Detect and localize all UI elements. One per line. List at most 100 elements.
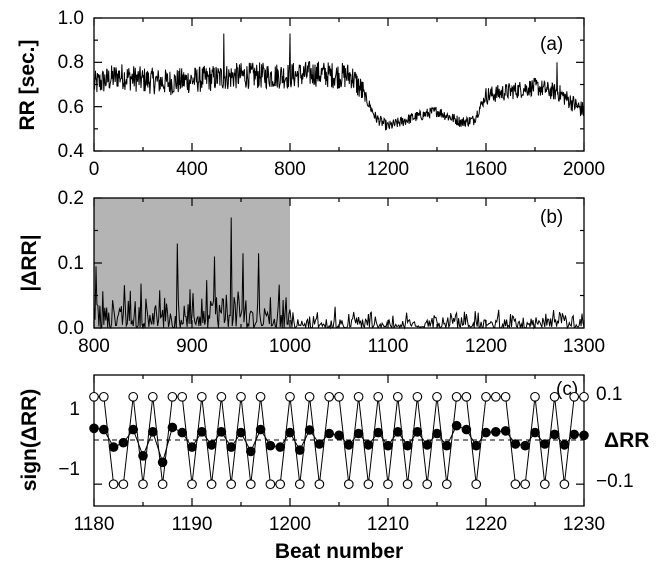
sign-open-circle-point [441, 479, 452, 490]
sign-open-circle-point [226, 479, 237, 490]
sign-open-circle-point [157, 479, 168, 490]
drr-filled-circle-point [177, 427, 187, 438]
sign-open-circle-point [324, 391, 335, 402]
sign-open-circle-point [285, 391, 295, 402]
panel-a-ytick-label: 0.4 [58, 141, 85, 162]
panel-a-label: (a) [540, 34, 563, 55]
panel-b-xtick-label: 1000 [269, 336, 311, 357]
sign-open-circle-point [520, 479, 531, 490]
panel-a-rr-series-line [93, 33, 585, 131]
sign-open-circle-point [549, 391, 560, 402]
drr-filled-circle-point [520, 440, 531, 451]
drr-filled-circle-point [569, 429, 580, 440]
drr-filled-circle-point [108, 442, 119, 452]
panel-c-ytick-label: 1 [69, 399, 80, 420]
sign-open-circle-point [236, 391, 246, 402]
drr-filled-circle-point [324, 428, 335, 439]
drr-filled-circle-point [383, 440, 393, 451]
panel-c: 1 −1 0.1 −0.1 1180 1190 1200 1210 1220 1… [18, 374, 649, 563]
panel-b-ticks [93, 197, 585, 329]
sign-open-circle-point [539, 479, 550, 490]
sign-open-circle-point [383, 479, 393, 490]
panel-b-xtick-label: 900 [176, 336, 208, 357]
sign-open-circle-point [392, 391, 403, 402]
drr-filled-circle-point [530, 427, 540, 438]
sign-open-circle-point [216, 391, 227, 402]
drr-filled-circle-point [99, 424, 109, 435]
sign-open-circle-point [304, 391, 315, 402]
sign-open-circle-point [481, 391, 491, 402]
panel-c-xlabel: Beat number [275, 540, 403, 563]
drr-filled-circle-point [393, 427, 403, 437]
drr-filled-circle-point [334, 430, 344, 441]
drr-filled-circle-point [422, 440, 433, 450]
drr-filled-circle-point [236, 427, 246, 438]
sign-open-circle-point [432, 391, 442, 402]
drr-filled-circle-point [226, 442, 236, 452]
panel-b-xtick-label: 800 [78, 336, 110, 357]
sign-open-circle-point [187, 479, 197, 490]
drr-filled-circle-point [559, 440, 570, 450]
drr-filled-circle-point [285, 427, 295, 438]
panel-a-xtick-label: 2000 [563, 159, 605, 180]
panel-a-xtick-label: 1200 [367, 159, 409, 180]
panel-a-ytick-label: 1.0 [58, 8, 84, 29]
sign-open-circle-point [500, 391, 511, 402]
drr-filled-circle-point [206, 440, 217, 450]
drr-filled-circle-point [167, 422, 178, 433]
drr-filled-circle-point [89, 423, 99, 434]
sign-open-circle-point [89, 391, 99, 402]
drr-filled-circle-point [148, 427, 158, 437]
drr-filled-circle-point [344, 440, 354, 450]
sign-open-circle-point [147, 391, 158, 402]
drr-filled-circle-point [197, 427, 207, 437]
sign-open-circle-point [461, 391, 472, 402]
panel-b-xtick-label: 1100 [368, 336, 409, 357]
sign-open-circle-point [353, 391, 364, 402]
panel-b-label: (b) [540, 207, 563, 228]
panel-b-ytick-label: 0.1 [58, 253, 84, 274]
panel-a-xtick-label: 800 [274, 159, 306, 180]
panel-b-xtick-label: 1200 [465, 336, 507, 357]
drr-filled-circle-point [255, 424, 266, 435]
panel-c-ylabel-right: ΔRR [604, 429, 649, 452]
panel-a-ylabel: RR [sec.] [16, 39, 39, 130]
drr-filled-circle-point [510, 439, 521, 449]
panel-b-ytick-label: 0.0 [58, 318, 84, 339]
drr-filled-circle-point [187, 442, 197, 452]
sign-open-circle-point [138, 479, 148, 490]
drr-filled-circle-point [246, 446, 256, 457]
drr-filled-circle-point [216, 427, 227, 437]
panel-a-ytick-label: 0.8 [58, 52, 84, 73]
panel-c-markers [89, 391, 589, 490]
sign-open-circle-point [167, 391, 178, 402]
panel-c-ytick-right-label: −0.1 [596, 471, 634, 492]
sign-open-circle-point [275, 479, 286, 490]
sign-open-circle-point [510, 479, 521, 490]
panel-c-ytick-label: −1 [58, 459, 80, 480]
drr-filled-circle-point [265, 440, 276, 451]
drr-filled-circle-point [314, 439, 325, 449]
drr-filled-circle-point [461, 424, 472, 435]
drr-filled-circle-point [118, 437, 129, 448]
drr-filled-circle-point [138, 451, 148, 461]
panel-c-xtick-label: 1180 [74, 514, 115, 535]
sign-open-circle-point [569, 391, 580, 402]
drr-filled-circle-point [481, 427, 491, 438]
panel-b-abs-drr-series-line [93, 217, 585, 330]
panel-c-ylabel: sign(ΔRR) [18, 389, 41, 492]
sign-open-circle-point [206, 479, 217, 490]
sign-open-circle-point [530, 391, 540, 402]
sign-open-circle-point [294, 479, 305, 490]
panel-b-xtick-label: 1300 [563, 336, 605, 357]
sign-open-circle-point [579, 391, 589, 402]
panel-a-xtick-label: 1600 [465, 159, 507, 180]
drr-filled-circle-point [295, 445, 305, 455]
panel-a-ytick-label: 0.6 [58, 97, 84, 118]
drr-filled-circle-point [500, 426, 511, 436]
sign-open-circle-point [128, 391, 139, 402]
drr-filled-circle-point [549, 429, 560, 440]
drr-filled-circle-point [373, 427, 384, 438]
panel-a-xtick-label: 400 [176, 159, 208, 180]
